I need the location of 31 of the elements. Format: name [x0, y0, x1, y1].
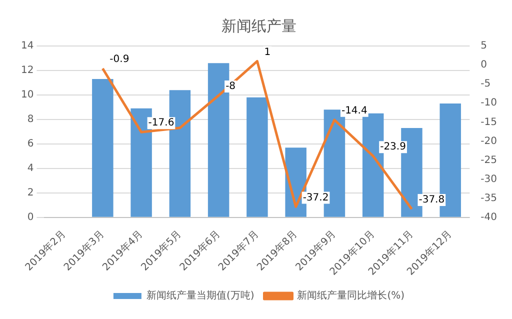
bar — [92, 79, 114, 217]
y-tick-label: 8 — [27, 114, 34, 126]
data-label: -8 — [226, 81, 236, 92]
y2-tick-label: -40 — [480, 212, 498, 223]
data-label: -37.2 — [302, 192, 329, 204]
y-tick-label: 10 — [20, 90, 34, 101]
y-tick-label: 6 — [27, 138, 34, 150]
y2-tick-label: -25 — [480, 154, 498, 166]
data-label: -23.9 — [380, 142, 406, 153]
data-label: -37.8 — [418, 194, 445, 206]
y2-tick-label: -15 — [480, 116, 498, 128]
data-label: -14.4 — [341, 105, 368, 116]
legend-label: 新闻纸产量同比增长(%) — [297, 290, 405, 302]
data-label: -0.9 — [110, 54, 130, 66]
y2-tick-label: -5 — [480, 78, 491, 90]
data-label: 1 — [264, 46, 271, 58]
y2-tick-label: -20 — [480, 136, 498, 147]
y-tick-label: 4 — [27, 163, 34, 174]
y-tick-label: 14 — [20, 40, 34, 52]
y-tick-label: 12 — [20, 65, 34, 76]
chart-title: 新闻纸产量 — [222, 16, 296, 35]
y2-tick-label: 0 — [480, 60, 488, 71]
y2-tick-label: -10 — [480, 98, 498, 109]
y2-tick-label: -30 — [480, 174, 498, 185]
y2-tick-label: -35 — [480, 192, 498, 204]
data-label: -17.6 — [148, 118, 174, 129]
bar — [246, 97, 268, 217]
y2-tick-label: 5 — [480, 40, 488, 52]
legend-label: 新闻纸产量当期值(万吨) — [146, 290, 254, 302]
y-tick-label: 2 — [27, 187, 34, 198]
y-tick-label: 0 — [27, 212, 34, 223]
